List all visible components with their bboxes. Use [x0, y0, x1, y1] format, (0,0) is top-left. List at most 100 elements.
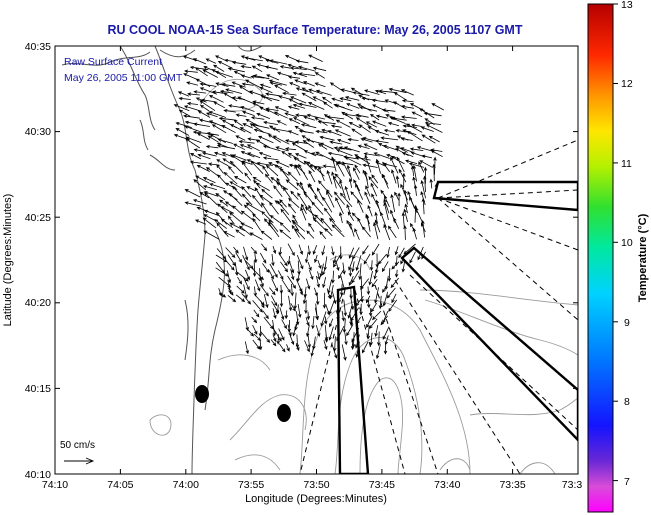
current-vector: [400, 147, 414, 153]
current-vector: [306, 138, 323, 145]
current-vector: [348, 177, 353, 188]
current-vector: [331, 156, 337, 172]
current-vector: [276, 200, 290, 216]
current-vector: [373, 268, 378, 280]
current-vector: [333, 146, 345, 150]
current-vector: [391, 293, 397, 304]
current-vector: [273, 185, 283, 197]
current-vector: [243, 277, 250, 291]
current-vector: [240, 74, 252, 79]
current-vector: [337, 293, 344, 304]
current-vector: [307, 183, 317, 197]
current-vector: [307, 102, 325, 110]
current-vector: [343, 299, 347, 317]
radar-range-dashes: [299, 139, 578, 474]
current-vector: [223, 171, 238, 185]
current-vector: [320, 217, 333, 232]
current-vector: [199, 87, 218, 95]
x-axis: 74:10 74:05 74:00 73:55 73:50 73:45 73:4…: [42, 46, 583, 505]
current-vector: [371, 193, 380, 209]
current-vector: [314, 195, 324, 207]
current-vector: [356, 316, 361, 325]
current-vector: [216, 159, 229, 167]
current-vector: [240, 222, 254, 229]
current-vector: [344, 156, 362, 166]
current-vector: [371, 174, 379, 184]
current-vector: [206, 131, 220, 136]
current-vector: [322, 277, 327, 289]
x-tick-label: 74:00: [173, 479, 199, 491]
current-vector: [192, 199, 207, 205]
current-vector: [296, 254, 304, 270]
y-tick-label: 40:20: [25, 297, 51, 309]
current-vector: [413, 184, 418, 196]
current-vector: [328, 326, 334, 341]
current-vector: [341, 111, 354, 120]
current-vector: [209, 183, 226, 190]
current-vector: [371, 279, 378, 288]
scale-arrow: 50 cm/s: [60, 440, 95, 465]
current-vector: [255, 139, 270, 148]
current-vector: [432, 163, 436, 182]
current-vector: [221, 82, 236, 87]
current-vector: [371, 120, 387, 127]
current-vector: [383, 198, 390, 214]
current-vector: [396, 156, 405, 173]
current-vector: [380, 211, 387, 228]
current-vector: [290, 96, 307, 104]
current-vector: [319, 142, 334, 150]
current-vector: [288, 197, 300, 208]
current-vector: [334, 173, 342, 182]
current-vector: [335, 119, 351, 128]
current-vector: [330, 124, 342, 128]
current-vector: [322, 292, 327, 309]
current-vector: [201, 98, 216, 103]
current-vector: [362, 136, 378, 142]
current-vector: [367, 204, 373, 217]
current-vector: [298, 72, 316, 76]
current-vector: [340, 88, 355, 93]
current-vector: [430, 150, 443, 158]
current-vector: [225, 88, 243, 94]
current-vector: [183, 105, 202, 112]
current-vector: [390, 156, 399, 174]
current-vector: [348, 121, 361, 129]
current-vector: [400, 89, 414, 96]
current-vector: [338, 146, 352, 151]
current-vector: [252, 217, 261, 231]
current-vector: [273, 111, 288, 119]
current-vector: [340, 275, 346, 291]
current-vector: [355, 113, 369, 118]
current-vector: [213, 64, 225, 72]
current-vector: [331, 224, 345, 238]
current-vector: [261, 243, 268, 252]
current-vector: [282, 91, 297, 96]
current-vector: [258, 152, 272, 158]
current-vector: [394, 246, 399, 256]
current-vector: [364, 89, 380, 95]
current-vector: [259, 83, 271, 89]
x-tick-label: 73:50: [303, 479, 329, 491]
current-vector: [312, 244, 318, 255]
current-vector: [326, 190, 335, 208]
current-vector: [314, 82, 326, 88]
current-vector: [261, 210, 274, 224]
current-vector: [421, 154, 433, 159]
current-vector: [317, 180, 327, 190]
current-vector: [342, 318, 347, 334]
current-vector: [339, 192, 353, 207]
current-vector: [262, 156, 279, 161]
current-vector: [279, 291, 284, 308]
current-vector: [331, 171, 337, 189]
current-vector: [341, 344, 347, 361]
x-tick-label: 73:3: [562, 479, 583, 491]
current-vector: [348, 275, 354, 287]
current-vector: [284, 112, 297, 118]
current-vector: [331, 246, 335, 256]
current-vector: [268, 219, 279, 233]
current-vector: [333, 191, 345, 205]
current-vector: [401, 99, 414, 103]
current-vector: [362, 245, 369, 255]
current-vector: [229, 222, 246, 232]
current-vector: [394, 269, 399, 278]
